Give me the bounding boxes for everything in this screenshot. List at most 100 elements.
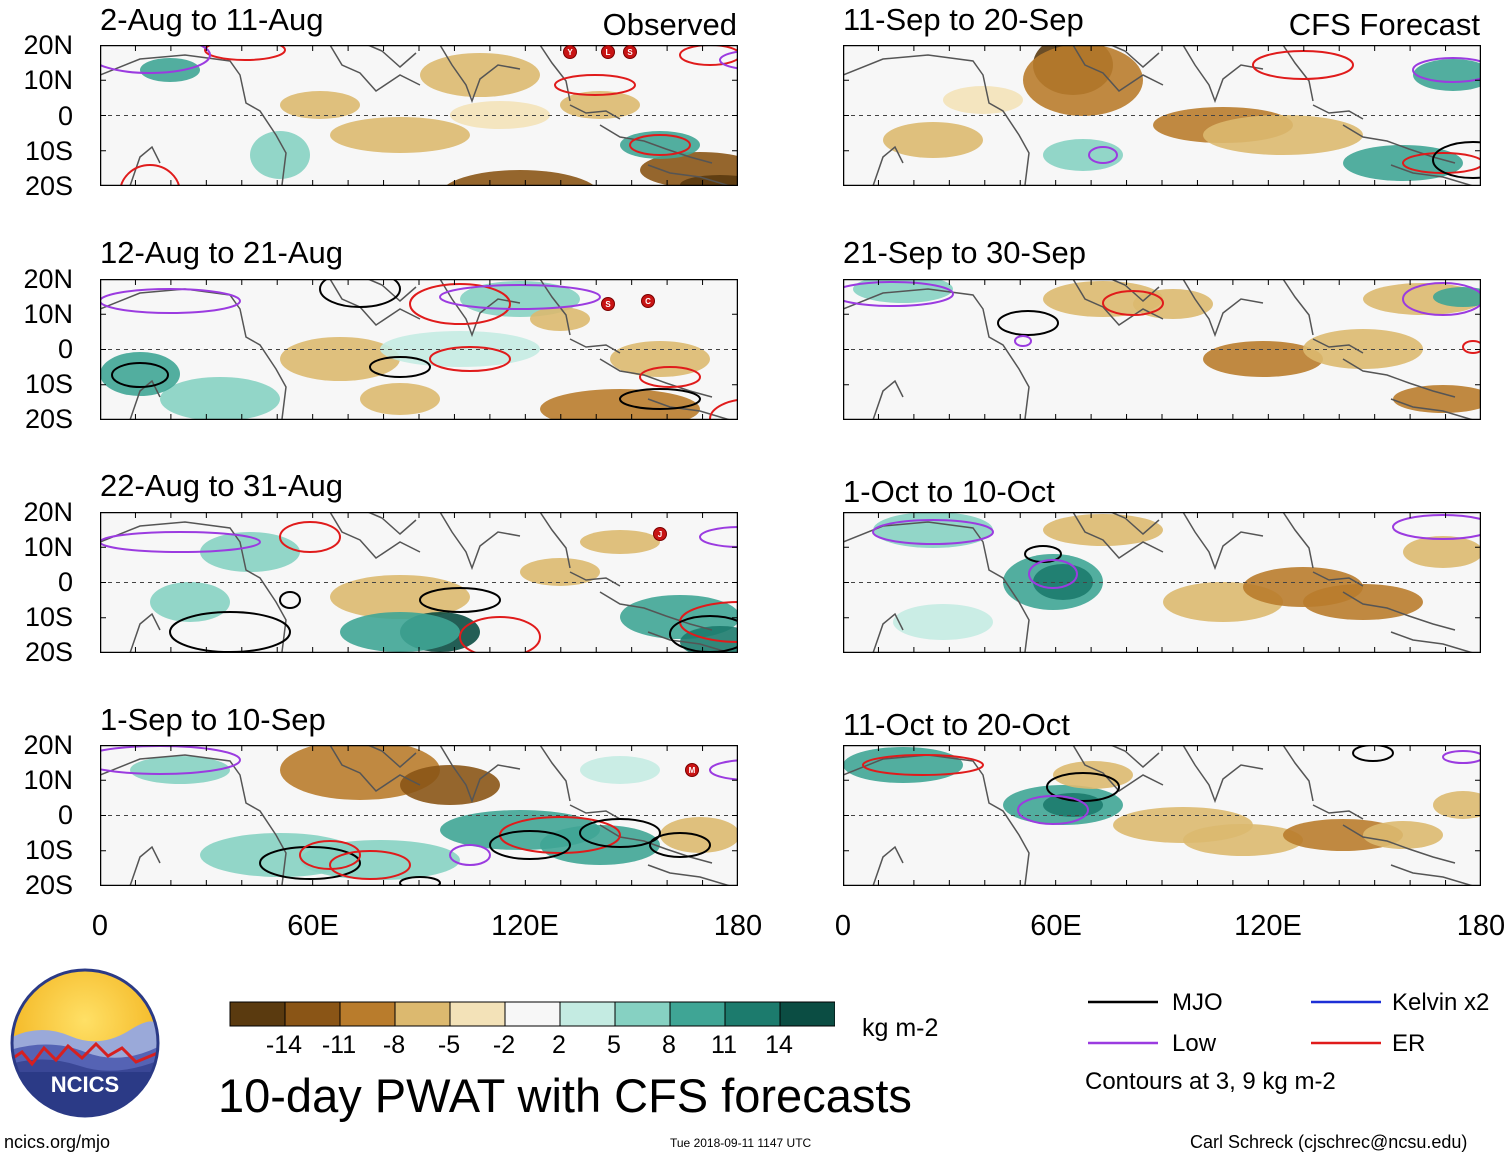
low-contour: [439, 284, 601, 310]
pwat-anomaly-region: [130, 756, 230, 784]
colorbar-swatch: [449, 1001, 506, 1027]
lat-tick-label: 20N: [23, 30, 73, 60]
wave-contours: [862, 745, 1481, 825]
low-contour: [709, 759, 738, 781]
black-contour: [259, 846, 361, 880]
er-line-swatch: [1311, 1041, 1381, 1045]
panel-title-left-4: 1-Sep to 10-Sep: [100, 702, 326, 737]
low-contour: [719, 50, 738, 70]
pwat-anomaly-region: [893, 604, 993, 640]
black-contour: [489, 830, 571, 860]
pwat-anomaly-region: [280, 91, 360, 119]
lat-tick-label: 20N: [23, 497, 73, 527]
lat-tick-label: 20S: [24, 637, 73, 667]
lat-tick-label: 0: [57, 800, 73, 830]
coastline: [843, 512, 1474, 653]
lat-tick-label: 10N: [23, 765, 73, 795]
colorbar-swatch: [779, 1001, 835, 1027]
low-contour: [1392, 514, 1481, 540]
storm-marker: C: [641, 294, 655, 308]
low-contour: [1412, 57, 1481, 83]
colorbar-swatch: [394, 1001, 451, 1027]
black-contour: [279, 591, 301, 609]
lat-tick-label: 0: [57, 101, 73, 131]
pwat-anomaly-region: [400, 765, 500, 805]
coastline: [843, 745, 1474, 886]
black-contour: [649, 832, 711, 858]
pwat-anomaly-region: [150, 582, 230, 622]
storm-marker-letter: S: [627, 48, 633, 57]
footer-url[interactable]: ncics.org/mjo: [4, 1132, 111, 1152]
pwat-anomaly-region: [580, 756, 660, 784]
er-contour: [862, 754, 984, 776]
colorbar-tick-label: 5: [607, 1031, 621, 1059]
lon-tick-label: 60E: [1030, 910, 1082, 942]
er-contour: [459, 616, 541, 653]
lon-tick-label: 0: [834, 910, 852, 942]
panel-title-left-3: 22-Aug to 31-Aug: [100, 468, 344, 503]
pwat-anomaly-region: [540, 389, 700, 420]
storm-marker-icon: [601, 45, 615, 59]
map-panel-forecast-1: [843, 45, 1481, 186]
er-contour: [119, 164, 181, 186]
low-contour: [100, 45, 211, 74]
pwat-anomaly-region: [1203, 115, 1363, 155]
pwat-anomaly-region: [530, 307, 590, 331]
pwat-shading: [843, 747, 1481, 856]
legend-label-er: ER: [1392, 1030, 1426, 1057]
lat-tick-label: 10S: [24, 602, 73, 632]
er-contour: [279, 521, 341, 553]
colorbar-swatch: [339, 1001, 396, 1027]
panel-title-left-1: 2-Aug to 11-Aug: [100, 2, 324, 37]
low-contour: [1402, 282, 1481, 316]
coastline: [843, 279, 1474, 420]
low-contour: [843, 281, 954, 307]
pwat-anomaly-region: [680, 175, 738, 186]
pwat-anomaly-region: [420, 53, 540, 97]
map-panel-forecast-3: [843, 512, 1481, 653]
pwat-anomaly-region: [1433, 791, 1481, 819]
colorbar-tick-label: 2: [552, 1031, 566, 1059]
pwat-anomaly-region: [200, 532, 300, 572]
black-contour: [1046, 772, 1120, 802]
low-contour: [100, 531, 261, 553]
colorbar-swatch: [669, 1001, 726, 1027]
pwat-shading: [150, 530, 738, 653]
wave-contours: [872, 514, 1481, 589]
pwat-anomaly-region: [280, 337, 400, 381]
er-contour: [679, 45, 738, 66]
panel-title-left-2: 12-Aug to 21-Aug: [100, 235, 344, 270]
lat-tick-label: 20S: [24, 404, 73, 434]
pwat-anomaly-region: [843, 747, 963, 783]
er-contour: [429, 346, 511, 372]
low-contour: [449, 844, 491, 866]
colorbar-swatch: [614, 1001, 671, 1027]
ncics-logo: NCICS: [10, 968, 160, 1118]
units-label: kg m-2: [862, 1014, 939, 1042]
colorbar-tick-label: -8: [382, 1031, 406, 1059]
pwat-shading: [140, 53, 738, 186]
map-panel-observed-4: M: [100, 745, 738, 886]
lon-tick-label: 120E: [491, 910, 559, 942]
wave-contours: [100, 521, 738, 653]
colorbar-swatch: [284, 1001, 341, 1027]
lon-tick-label: 180: [1456, 910, 1506, 942]
black-contour: [111, 362, 169, 388]
pwat-anomaly-region: [140, 58, 200, 82]
coastline: [100, 45, 731, 186]
black-contour: [419, 587, 501, 613]
er-contour: [409, 283, 511, 325]
lat-tick-label: 10N: [23, 65, 73, 95]
low-contour: [1014, 335, 1032, 347]
coastline: [843, 45, 1474, 186]
colorbar-tick-label: 14: [765, 1031, 793, 1059]
lon-tick-label: 180: [713, 910, 763, 942]
pwat-anomaly-region: [340, 612, 460, 652]
storm-marker-letter: C: [645, 297, 651, 306]
pwat-shading: [873, 512, 1481, 640]
colorbar-swatch: [504, 1001, 561, 1027]
map-panel-observed-3: J: [100, 512, 738, 653]
colorbar-tick-label: 8: [662, 1031, 676, 1059]
